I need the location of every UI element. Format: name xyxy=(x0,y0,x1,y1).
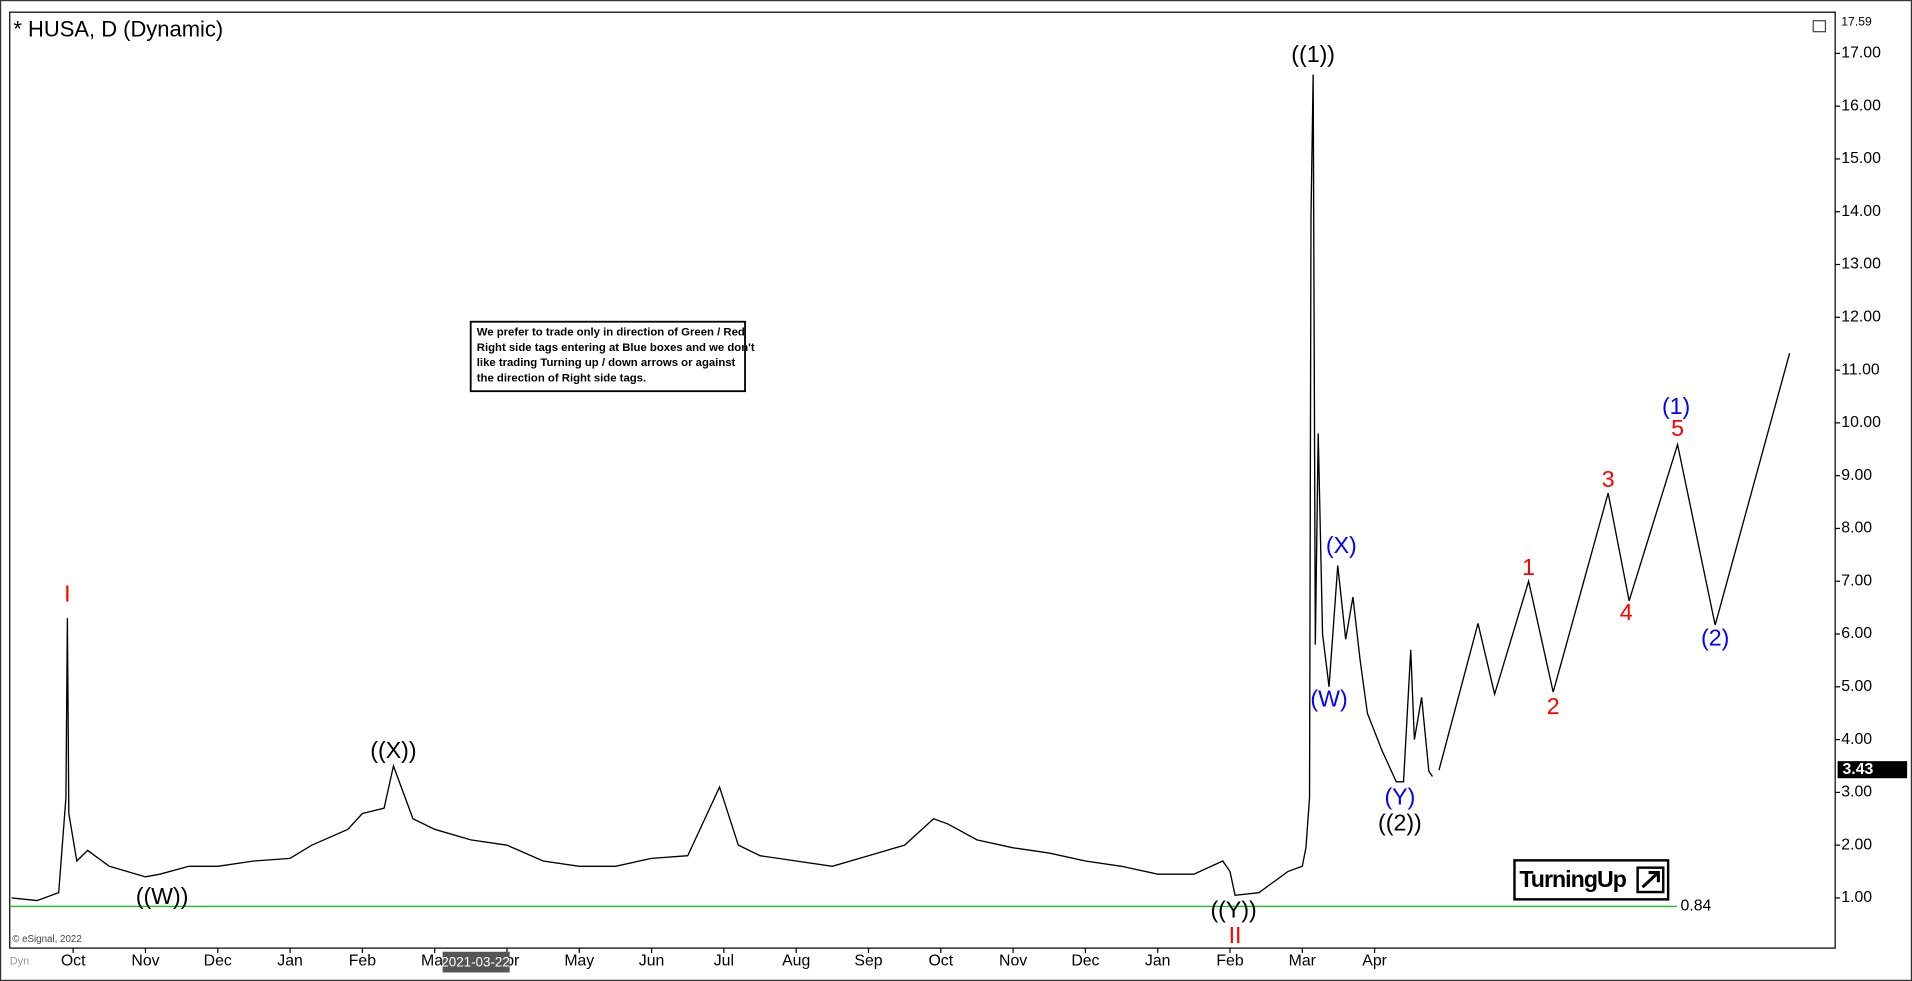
wave-label: 1 xyxy=(1522,554,1535,580)
y-tick-label: 13.00 xyxy=(1841,256,1881,273)
note-line: Right side tags entering at Blue boxes a… xyxy=(477,342,755,354)
wave-label: (2) xyxy=(1701,624,1729,650)
y-tick-label: 3.00 xyxy=(1841,784,1872,801)
y-tick-label: 5.00 xyxy=(1841,678,1872,695)
wave-label: (W) xyxy=(1310,686,1347,712)
y-tick-label: 2.00 xyxy=(1841,836,1872,853)
chart-title: * HUSA, D (Dynamic) xyxy=(13,16,223,41)
y-tick-label: 11.00 xyxy=(1841,361,1880,378)
y-tick-label: 6.00 xyxy=(1841,625,1872,642)
y-tick-label: 12.00 xyxy=(1841,308,1881,325)
price-line xyxy=(1438,353,1791,771)
y-tick-label: 4.00 xyxy=(1841,731,1872,748)
x-tick-label: Mar xyxy=(421,953,449,970)
y-tick-label: 8.00 xyxy=(1841,520,1872,537)
logo: TurningUp xyxy=(1513,859,1670,901)
price-line xyxy=(11,74,1434,902)
last-price-box xyxy=(1837,761,1908,779)
last-price: 3.43 xyxy=(1842,761,1873,778)
logo-icon xyxy=(1636,866,1665,894)
cursor-date: 2021-03-22 xyxy=(441,954,510,969)
x-tick-label: Dec xyxy=(204,953,232,970)
wave-label: ((2)) xyxy=(1378,810,1422,836)
note-line: We prefer to trade only in direction of … xyxy=(477,327,745,339)
x-tick-label: Dec xyxy=(1071,953,1099,970)
wave-label: 4 xyxy=(1620,599,1633,625)
x-tick-label: Jan xyxy=(1145,953,1171,970)
window-icon xyxy=(1812,20,1827,33)
cursor-date-box xyxy=(442,951,510,973)
wave-label: 3 xyxy=(1602,466,1615,492)
wave-label: II xyxy=(1229,922,1242,948)
x-tick-label: May xyxy=(564,953,594,970)
y-tick-label: 16.00 xyxy=(1841,97,1881,114)
x-tick-label: Feb xyxy=(1216,953,1243,970)
x-tick-label: Aug xyxy=(782,953,810,970)
x-tick-label: Sep xyxy=(854,953,882,970)
wave-label: 2 xyxy=(1547,693,1560,719)
x-tick-label: Jan xyxy=(277,953,303,970)
wave-label: ((W)) xyxy=(136,883,189,909)
x-tick-label: Jul xyxy=(714,953,734,970)
x-tick-label: Jun xyxy=(639,953,665,970)
note-frame xyxy=(469,320,746,393)
x-tick-label: Apr xyxy=(1362,953,1387,970)
logo-arrow xyxy=(1641,871,1660,889)
y-tick-label: 14.00 xyxy=(1841,203,1881,220)
wave-label: ((X)) xyxy=(370,737,416,763)
note-line: like trading Turning up / down arrows or… xyxy=(477,357,736,369)
x-tick-label: Mar xyxy=(1289,953,1317,970)
y-tick-label: 15.00 xyxy=(1841,150,1881,167)
plot-frame xyxy=(9,11,1836,949)
x-tick-label: Nov xyxy=(131,953,159,970)
support-label: 0.84 xyxy=(1680,898,1711,915)
wave-label: (Y) xyxy=(1384,783,1415,809)
y-tick-label: 1.00 xyxy=(1841,889,1872,906)
wave-label: (1) xyxy=(1662,393,1690,419)
top-price: 17.59 xyxy=(1841,14,1872,28)
x-tick-label: Oct xyxy=(928,953,953,970)
y-tick-label: 7.00 xyxy=(1841,572,1872,589)
x-tick-label: Feb xyxy=(349,953,376,970)
note-box: We prefer to trade only in direction of … xyxy=(469,320,755,393)
y-tick-label: 17.00 xyxy=(1841,45,1881,62)
x-tick-label: Oct xyxy=(61,953,86,970)
wave-label: ((Y)) xyxy=(1210,896,1256,922)
y-tick-label: 10.00 xyxy=(1841,414,1881,431)
logo-text: TurningUp xyxy=(1519,866,1626,892)
y-tick-label: 9.00 xyxy=(1841,467,1872,484)
wave-label: I xyxy=(64,581,70,607)
wave-label: (X) xyxy=(1326,532,1357,558)
x-tick-label: Nov xyxy=(999,953,1027,970)
note-line: the direction of Right side tags. xyxy=(477,372,646,384)
wave-label: 5 xyxy=(1671,415,1684,441)
copyright: © eSignal, 2022 xyxy=(12,934,82,945)
corner-tag: Dyn xyxy=(10,955,30,967)
wave-label: ((1)) xyxy=(1291,41,1335,67)
